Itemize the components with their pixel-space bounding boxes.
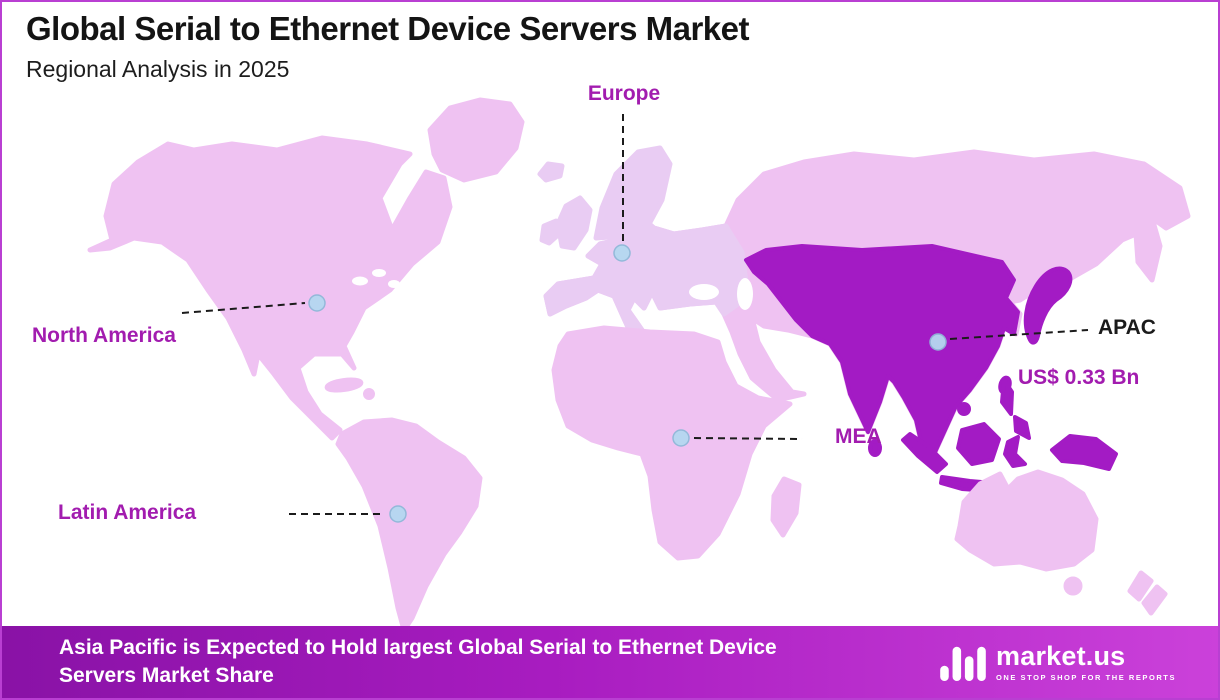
hispaniola xyxy=(363,388,375,400)
philippines-south xyxy=(1013,415,1031,440)
new-zealand-north xyxy=(1127,570,1154,602)
marker-latin-america xyxy=(389,505,407,523)
page-title: Global Serial to Ethernet Device Servers… xyxy=(26,10,749,47)
continent-africa xyxy=(551,325,802,561)
caspian-sea xyxy=(737,278,753,310)
marker-north-america xyxy=(308,294,326,312)
continent-north-america xyxy=(87,97,525,441)
footer-banner: Asia Pacific is Expected to Hold largest… xyxy=(2,626,1218,698)
cuba xyxy=(324,377,364,393)
banner-text: Asia Pacific is Expected to Hold largest… xyxy=(59,636,777,687)
brand-text-block: market.us ONE STOP SHOP FOR THE REPORTS xyxy=(996,640,1176,682)
greenland xyxy=(427,97,525,183)
label-europe: Europe xyxy=(587,82,661,105)
brand-tagline: ONE STOP SHOP FOR THE REPORTS xyxy=(996,672,1176,682)
continent-australia xyxy=(954,469,1168,616)
great-lake xyxy=(352,276,368,286)
label-latin-america: Latin America xyxy=(58,501,197,524)
marker-europe xyxy=(613,244,631,262)
leader-line-north-america xyxy=(181,302,306,314)
continent-south-america xyxy=(335,417,483,633)
region-apac-highlight xyxy=(744,244,1118,493)
sumatra xyxy=(901,432,948,474)
page-subtitle: Regional Analysis in 2025 xyxy=(26,56,290,82)
scandinavia xyxy=(593,145,673,241)
iceland xyxy=(537,161,565,183)
brand-name: market.us xyxy=(996,640,1126,671)
sri-lanka xyxy=(868,439,882,457)
label-apac-value: US$ 0.33 Bn xyxy=(1018,366,1140,389)
new-guinea xyxy=(1050,434,1118,471)
new-zealand-south xyxy=(1141,584,1168,616)
black-sea xyxy=(689,284,719,300)
leader-line-mea xyxy=(693,437,803,440)
ireland xyxy=(539,218,562,246)
philippines xyxy=(1000,378,1014,416)
label-north-america: North America xyxy=(32,324,176,347)
japan xyxy=(1023,266,1073,345)
label-apac: APAC xyxy=(1098,316,1156,339)
madagascar xyxy=(770,476,802,538)
tasmania xyxy=(1063,576,1083,596)
brand-logo-icon xyxy=(940,646,986,681)
label-mea: MEA xyxy=(835,425,882,448)
hainan xyxy=(957,402,971,416)
region-europe xyxy=(537,145,749,339)
brand-logo: market.us ONE STOP SHOP FOR THE REPORTS xyxy=(940,640,1176,682)
sulawesi xyxy=(1003,435,1027,468)
header: Global Serial to Ethernet Device Servers… xyxy=(26,10,749,83)
great-lake xyxy=(388,280,400,288)
united-kingdom xyxy=(555,195,593,251)
marker-mea xyxy=(672,429,690,447)
great-lake xyxy=(372,269,386,277)
borneo xyxy=(956,422,1001,466)
marker-apac xyxy=(929,333,947,351)
